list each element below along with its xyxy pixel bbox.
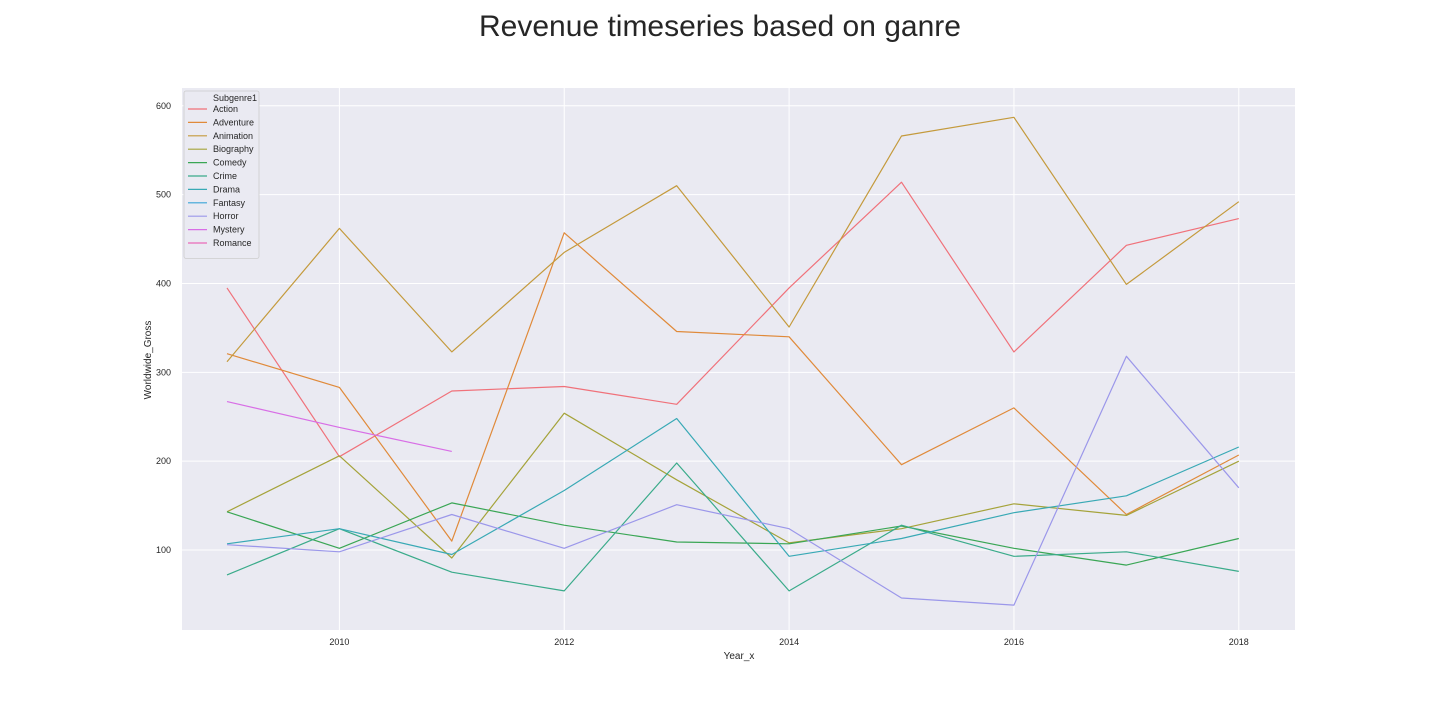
- legend-entry-comedy: Comedy: [213, 158, 247, 168]
- y-tick-label: 600: [156, 101, 171, 111]
- series-line-comedy: [226, 502, 1239, 566]
- chart-title: Revenue timeseries based on ganre: [479, 10, 961, 43]
- x-tick-label: 2012: [554, 637, 574, 647]
- y-tick-label: 300: [156, 367, 171, 377]
- legend-entry-romance: Romance: [213, 238, 252, 248]
- x-tick-label: 2016: [1004, 637, 1024, 647]
- tick-labels: 2010 2012 2014 2016 2018 100 200 300 400 500 600: [156, 101, 1249, 647]
- series-line-action: [226, 181, 1239, 458]
- x-tick-label: 2018: [1229, 637, 1249, 647]
- x-axis-label: Year_x: [724, 651, 755, 662]
- y-tick-label: 100: [156, 545, 171, 555]
- series-line-crime: [226, 462, 1239, 592]
- x-tick-label: 2010: [329, 637, 349, 647]
- legend-entry-action: Action: [213, 104, 238, 114]
- x-tick-label: 2014: [779, 637, 799, 647]
- series-line-drama: [226, 417, 1240, 557]
- series-line-mystery: [226, 401, 452, 452]
- legend-entry-animation: Animation: [213, 131, 253, 141]
- series-line-animation: [226, 116, 1240, 363]
- legend-entry-biography: Biography: [213, 144, 254, 154]
- legend-entry-adventure: Adventure: [213, 117, 254, 127]
- legend-entry-fantasy: Fantasy: [213, 198, 246, 208]
- series-lines: [226, 116, 1240, 606]
- legend-entry-mystery: Mystery: [213, 225, 245, 235]
- legend-entry-drama: Drama: [213, 184, 240, 194]
- legend-title: Subgenre1: [213, 93, 257, 103]
- y-tick-label: 500: [156, 190, 171, 200]
- series-line-horror: [226, 355, 1240, 606]
- legend-entry-crime: Crime: [213, 171, 237, 181]
- legend-entry-horror: Horror: [213, 211, 239, 221]
- y-tick-label: 200: [156, 456, 171, 466]
- grid: [182, 88, 1295, 630]
- series-line-biography: [226, 412, 1240, 559]
- y-axis-label: Worldwide_Gross: [143, 321, 154, 400]
- y-tick-label: 400: [156, 278, 171, 288]
- series-line-adventure: [226, 232, 1240, 542]
